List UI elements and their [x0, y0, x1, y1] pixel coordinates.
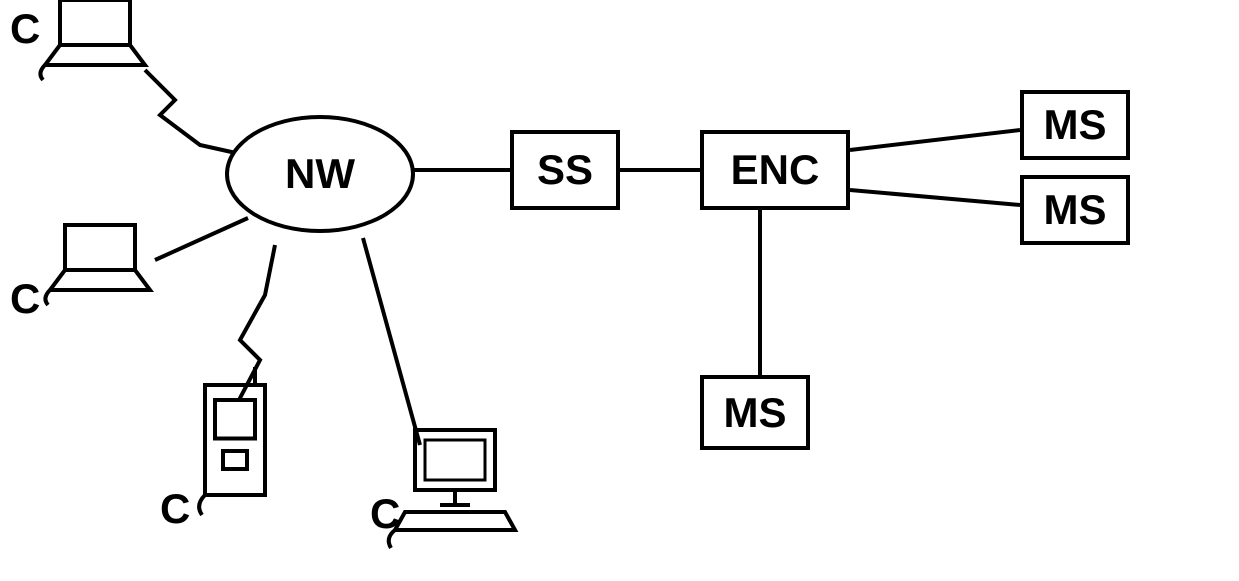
node-ms2: MS	[1020, 175, 1130, 245]
node-ms2-label: MS	[1044, 186, 1107, 234]
node-ss-label: SS	[537, 146, 593, 194]
node-ms3: MS	[700, 375, 810, 450]
node-enc-label: ENC	[731, 146, 820, 194]
client-label-3: C	[160, 485, 190, 533]
node-enc: ENC	[700, 130, 850, 210]
node-ms3-label: MS	[724, 389, 787, 437]
node-nw-label: NW	[285, 150, 355, 198]
client-label-1: C	[10, 5, 40, 53]
edge	[850, 190, 1020, 205]
phone-icon	[199, 367, 265, 515]
laptop-icon	[40, 0, 145, 80]
node-ss: SS	[510, 130, 620, 210]
wireless-edge	[145, 70, 245, 155]
edge	[850, 130, 1020, 150]
laptop-icon	[45, 225, 150, 305]
node-ms1-label: MS	[1044, 101, 1107, 149]
edge	[363, 238, 420, 445]
node-nw: NW	[225, 115, 415, 233]
edge	[155, 218, 248, 260]
wireless-edge	[239, 245, 275, 400]
client-label-4: C	[370, 490, 400, 538]
node-ms1: MS	[1020, 90, 1130, 160]
client-label-2: C	[10, 275, 40, 323]
desktop-icon	[389, 430, 515, 548]
